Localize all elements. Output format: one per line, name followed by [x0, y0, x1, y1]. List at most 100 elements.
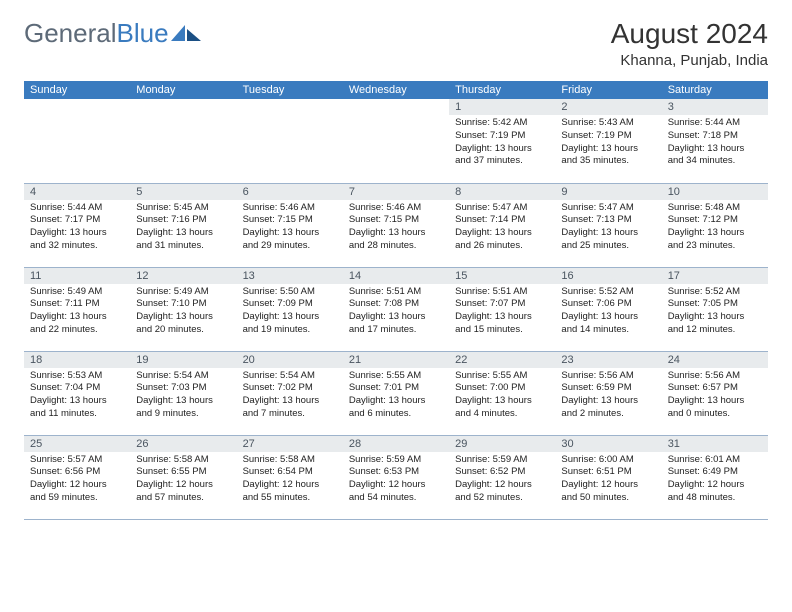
- page-header: GeneralBlue August 2024 Khanna, Punjab, …: [0, 0, 792, 73]
- sunset-text: Sunset: 7:17 PM: [30, 214, 124, 227]
- daylight-line1: Daylight: 13 hours: [30, 311, 124, 324]
- calendar-cell: [237, 99, 343, 183]
- sunset-text: Sunset: 6:54 PM: [243, 466, 337, 479]
- daylight-line1: Daylight: 13 hours: [455, 395, 549, 408]
- day-number: 18: [24, 352, 130, 368]
- day-number: 28: [343, 436, 449, 452]
- daylight-line1: Daylight: 12 hours: [349, 479, 443, 492]
- day-number: 26: [130, 436, 236, 452]
- day-details: Sunrise: 6:00 AMSunset: 6:51 PMDaylight:…: [555, 452, 661, 509]
- day-number: 27: [237, 436, 343, 452]
- daylight-line1: Daylight: 13 hours: [136, 311, 230, 324]
- calendar-cell: 9Sunrise: 5:47 AMSunset: 7:13 PMDaylight…: [555, 183, 661, 267]
- day-number: 10: [662, 184, 768, 200]
- day-details: Sunrise: 5:49 AMSunset: 7:11 PMDaylight:…: [24, 284, 130, 341]
- calendar-cell: 28Sunrise: 5:59 AMSunset: 6:53 PMDayligh…: [343, 435, 449, 519]
- sunrise-text: Sunrise: 5:57 AM: [30, 454, 124, 467]
- daylight-line2: and 31 minutes.: [136, 240, 230, 253]
- day-number: 3: [662, 99, 768, 115]
- day-details: Sunrise: 5:58 AMSunset: 6:54 PMDaylight:…: [237, 452, 343, 509]
- day-details: Sunrise: 5:51 AMSunset: 7:07 PMDaylight:…: [449, 284, 555, 341]
- weekday-header: Saturday: [662, 81, 768, 99]
- day-details: Sunrise: 5:46 AMSunset: 7:15 PMDaylight:…: [237, 200, 343, 257]
- calendar-cell: 4Sunrise: 5:44 AMSunset: 7:17 PMDaylight…: [24, 183, 130, 267]
- daylight-line2: and 29 minutes.: [243, 240, 337, 253]
- daylight-line1: Daylight: 13 hours: [243, 311, 337, 324]
- sunrise-text: Sunrise: 5:46 AM: [243, 202, 337, 215]
- sunrise-text: Sunrise: 6:00 AM: [561, 454, 655, 467]
- daylight-line2: and 57 minutes.: [136, 492, 230, 505]
- daylight-line2: and 59 minutes.: [30, 492, 124, 505]
- calendar-row: 4Sunrise: 5:44 AMSunset: 7:17 PMDaylight…: [24, 183, 768, 267]
- day-details: Sunrise: 5:59 AMSunset: 6:52 PMDaylight:…: [449, 452, 555, 509]
- day-details: Sunrise: 5:48 AMSunset: 7:12 PMDaylight:…: [662, 200, 768, 257]
- day-number: 11: [24, 268, 130, 284]
- calendar-cell: 8Sunrise: 5:47 AMSunset: 7:14 PMDaylight…: [449, 183, 555, 267]
- daylight-line2: and 4 minutes.: [455, 408, 549, 421]
- sunrise-text: Sunrise: 5:42 AM: [455, 117, 549, 130]
- calendar-cell: 12Sunrise: 5:49 AMSunset: 7:10 PMDayligh…: [130, 267, 236, 351]
- sunset-text: Sunset: 7:15 PM: [243, 214, 337, 227]
- day-number: [24, 99, 130, 103]
- brand-part1: General: [24, 18, 117, 49]
- sunset-text: Sunset: 7:01 PM: [349, 382, 443, 395]
- sunrise-text: Sunrise: 5:49 AM: [30, 286, 124, 299]
- day-number: 23: [555, 352, 661, 368]
- day-details: Sunrise: 5:56 AMSunset: 6:59 PMDaylight:…: [555, 368, 661, 425]
- day-details: Sunrise: 6:01 AMSunset: 6:49 PMDaylight:…: [662, 452, 768, 509]
- daylight-line1: Daylight: 12 hours: [455, 479, 549, 492]
- day-number: 25: [24, 436, 130, 452]
- calendar-row: 25Sunrise: 5:57 AMSunset: 6:56 PMDayligh…: [24, 435, 768, 519]
- sunset-text: Sunset: 7:03 PM: [136, 382, 230, 395]
- calendar-cell: 6Sunrise: 5:46 AMSunset: 7:15 PMDaylight…: [237, 183, 343, 267]
- day-details: Sunrise: 5:42 AMSunset: 7:19 PMDaylight:…: [449, 115, 555, 172]
- daylight-line2: and 11 minutes.: [30, 408, 124, 421]
- daylight-line1: Daylight: 13 hours: [561, 311, 655, 324]
- sunset-text: Sunset: 7:11 PM: [30, 298, 124, 311]
- daylight-line1: Daylight: 12 hours: [243, 479, 337, 492]
- day-details: Sunrise: 5:55 AMSunset: 7:00 PMDaylight:…: [449, 368, 555, 425]
- calendar-cell: 14Sunrise: 5:51 AMSunset: 7:08 PMDayligh…: [343, 267, 449, 351]
- calendar-cell: 17Sunrise: 5:52 AMSunset: 7:05 PMDayligh…: [662, 267, 768, 351]
- calendar-cell: 30Sunrise: 6:00 AMSunset: 6:51 PMDayligh…: [555, 435, 661, 519]
- day-details: Sunrise: 5:54 AMSunset: 7:03 PMDaylight:…: [130, 368, 236, 425]
- day-details: Sunrise: 5:46 AMSunset: 7:15 PMDaylight:…: [343, 200, 449, 257]
- calendar-cell: 25Sunrise: 5:57 AMSunset: 6:56 PMDayligh…: [24, 435, 130, 519]
- daylight-line2: and 48 minutes.: [668, 492, 762, 505]
- day-details: Sunrise: 5:47 AMSunset: 7:13 PMDaylight:…: [555, 200, 661, 257]
- sunrise-text: Sunrise: 5:44 AM: [668, 117, 762, 130]
- sunset-text: Sunset: 6:51 PM: [561, 466, 655, 479]
- daylight-line1: Daylight: 12 hours: [561, 479, 655, 492]
- calendar-table: Sunday Monday Tuesday Wednesday Thursday…: [24, 81, 768, 520]
- daylight-line2: and 2 minutes.: [561, 408, 655, 421]
- daylight-line2: and 28 minutes.: [349, 240, 443, 253]
- weekday-header: Tuesday: [237, 81, 343, 99]
- day-details: Sunrise: 5:57 AMSunset: 6:56 PMDaylight:…: [24, 452, 130, 509]
- daylight-line1: Daylight: 13 hours: [349, 227, 443, 240]
- calendar-cell: 21Sunrise: 5:55 AMSunset: 7:01 PMDayligh…: [343, 351, 449, 435]
- day-details: Sunrise: 5:44 AMSunset: 7:17 PMDaylight:…: [24, 200, 130, 257]
- weekday-header: Thursday: [449, 81, 555, 99]
- daylight-line2: and 55 minutes.: [243, 492, 337, 505]
- calendar-cell: 11Sunrise: 5:49 AMSunset: 7:11 PMDayligh…: [24, 267, 130, 351]
- sunrise-text: Sunrise: 5:51 AM: [349, 286, 443, 299]
- daylight-line2: and 34 minutes.: [668, 155, 762, 168]
- sunrise-text: Sunrise: 6:01 AM: [668, 454, 762, 467]
- calendar-cell: [24, 99, 130, 183]
- sunset-text: Sunset: 7:10 PM: [136, 298, 230, 311]
- calendar-cell: 24Sunrise: 5:56 AMSunset: 6:57 PMDayligh…: [662, 351, 768, 435]
- sunset-text: Sunset: 6:55 PM: [136, 466, 230, 479]
- calendar-cell: 5Sunrise: 5:45 AMSunset: 7:16 PMDaylight…: [130, 183, 236, 267]
- sunrise-text: Sunrise: 5:44 AM: [30, 202, 124, 215]
- brand-part2: Blue: [117, 18, 169, 49]
- calendar-cell: [343, 99, 449, 183]
- sunset-text: Sunset: 7:09 PM: [243, 298, 337, 311]
- sunrise-text: Sunrise: 5:55 AM: [455, 370, 549, 383]
- day-number: 6: [237, 184, 343, 200]
- daylight-line2: and 20 minutes.: [136, 324, 230, 337]
- day-number: [130, 99, 236, 103]
- calendar-cell: 20Sunrise: 5:54 AMSunset: 7:02 PMDayligh…: [237, 351, 343, 435]
- day-number: 2: [555, 99, 661, 115]
- weekday-header: Sunday: [24, 81, 130, 99]
- sunrise-text: Sunrise: 5:43 AM: [561, 117, 655, 130]
